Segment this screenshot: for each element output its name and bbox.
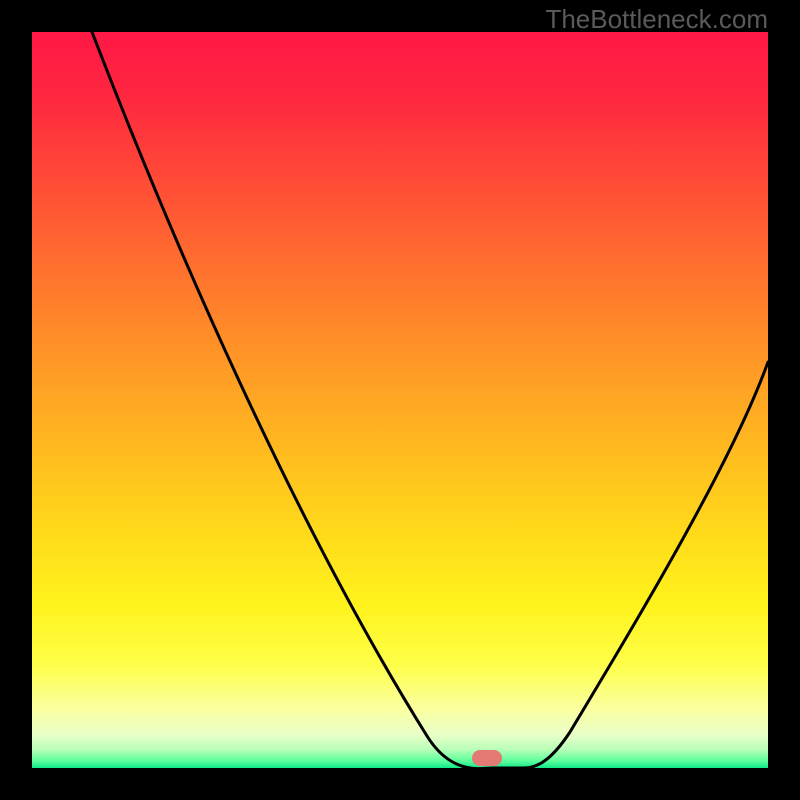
- plot-area: [32, 32, 768, 768]
- chart-frame: TheBottleneck.com: [0, 0, 800, 800]
- watermark-text: TheBottleneck.com: [545, 4, 768, 35]
- gradient-and-curve: [32, 32, 768, 768]
- gradient-background: [32, 32, 768, 768]
- optimum-marker: [472, 750, 502, 766]
